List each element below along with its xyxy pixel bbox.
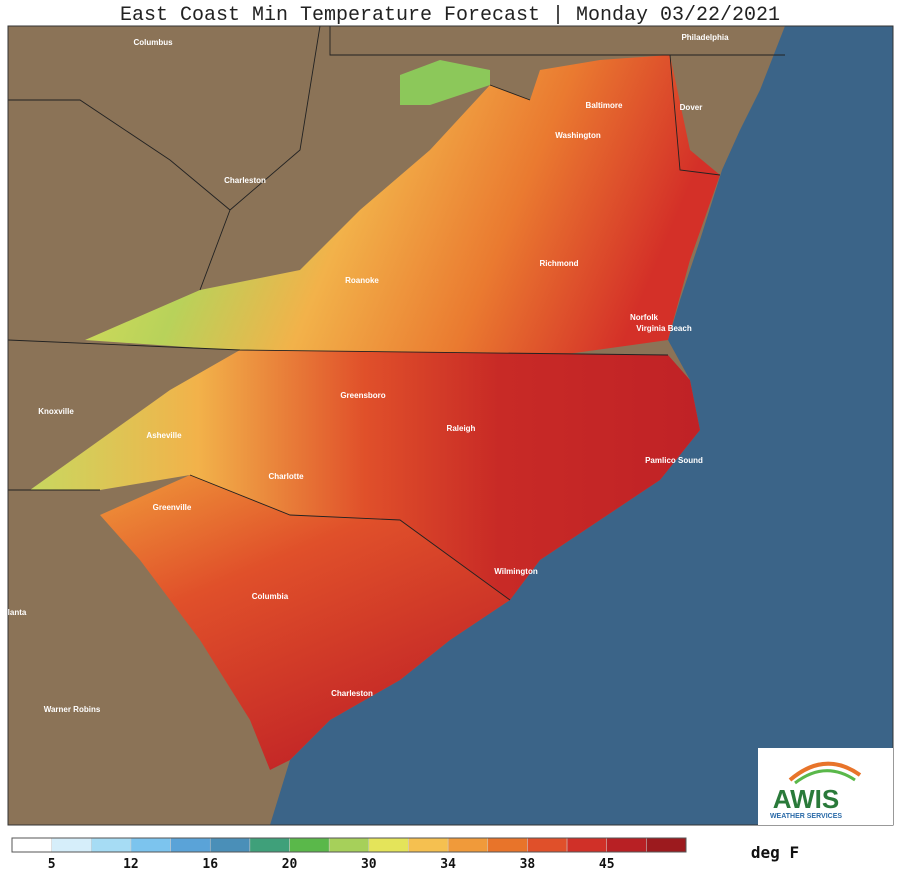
- city-label: Richmond: [539, 259, 578, 268]
- city-label: Baltimore: [586, 101, 623, 110]
- city-label: Wilmington: [494, 567, 538, 576]
- city-label: Knoxville: [38, 407, 74, 416]
- city-label: Asheville: [146, 431, 182, 440]
- legend-swatch: [646, 837, 687, 853]
- north-carolina: [30, 350, 700, 600]
- logo-arc: [794, 769, 856, 785]
- legend-swatch: [91, 837, 132, 853]
- legend-swatch: [130, 837, 171, 853]
- city-label: lanta: [8, 608, 27, 617]
- legend-swatch: [51, 837, 92, 853]
- legend-label: 5: [48, 857, 56, 872]
- logo: AWIS WEATHER SERVICES: [758, 748, 893, 825]
- city-label: Greenville: [153, 503, 192, 512]
- virginia-region: [85, 55, 720, 355]
- legend-label: 38: [520, 857, 536, 872]
- legend-label: 30: [361, 857, 377, 872]
- city-label: Norfolk: [630, 313, 659, 322]
- city-label: Washington: [555, 131, 601, 140]
- city-label: Philadelphia: [681, 33, 729, 42]
- md-west: [400, 60, 490, 105]
- map: [7, 25, 894, 826]
- legend-label: 12: [123, 857, 139, 872]
- logo-name: AWIS: [773, 784, 839, 814]
- city-labels: Columbus Philadelphia Baltimore Dover Washin…: [8, 33, 729, 714]
- legend-swatch: [408, 837, 449, 853]
- legend-swatch: [606, 837, 647, 853]
- logo-arc: [788, 761, 862, 782]
- legend-swatch: [447, 837, 489, 853]
- legend-swatch: [289, 837, 330, 853]
- logo-tagline: WEATHER SERVICES: [770, 813, 842, 820]
- ocean: [270, 26, 893, 825]
- state-borders: [7, 25, 785, 601]
- legend-swatch: [249, 837, 290, 853]
- map-frame: [7, 25, 894, 826]
- city-label: Charleston: [331, 689, 373, 698]
- legend-swatch: [368, 837, 409, 853]
- south-carolina: [100, 475, 510, 770]
- legend-swatch: [487, 837, 528, 853]
- city-label: Greensboro: [340, 391, 385, 400]
- legend: deg F 5 12 16 20 30 34 38 45: [11, 837, 799, 872]
- legend-swatch: [328, 837, 370, 853]
- legend-unit: deg F: [751, 843, 799, 862]
- city-label: Virginia Beach: [636, 324, 692, 333]
- city-label: Charleston: [224, 176, 266, 185]
- title: East Coast Min Temperature Forecast | Mo…: [120, 4, 780, 27]
- city-label: Dover: [680, 103, 703, 112]
- legend-swatch: [527, 837, 568, 853]
- legend-swatch: [11, 837, 52, 853]
- city-label: Warner Robins: [44, 705, 101, 714]
- legend-label: 45: [599, 857, 615, 872]
- legend-swatch: [566, 837, 607, 853]
- legend-swatch: [209, 837, 251, 853]
- city-label: Columbus: [133, 38, 173, 47]
- city-label: Charlotte: [268, 472, 304, 481]
- logo-box: [758, 748, 893, 825]
- city-label: Pamlico Sound: [645, 456, 703, 465]
- legend-label: 34: [440, 857, 456, 872]
- legend-label: 16: [202, 857, 218, 872]
- city-label: Columbia: [252, 592, 289, 601]
- city-label: Roanoke: [345, 276, 379, 285]
- legend-swatch: [170, 837, 211, 853]
- city-label: Raleigh: [447, 424, 476, 433]
- legend-label: 20: [282, 857, 298, 872]
- legend-frame: [11, 837, 687, 853]
